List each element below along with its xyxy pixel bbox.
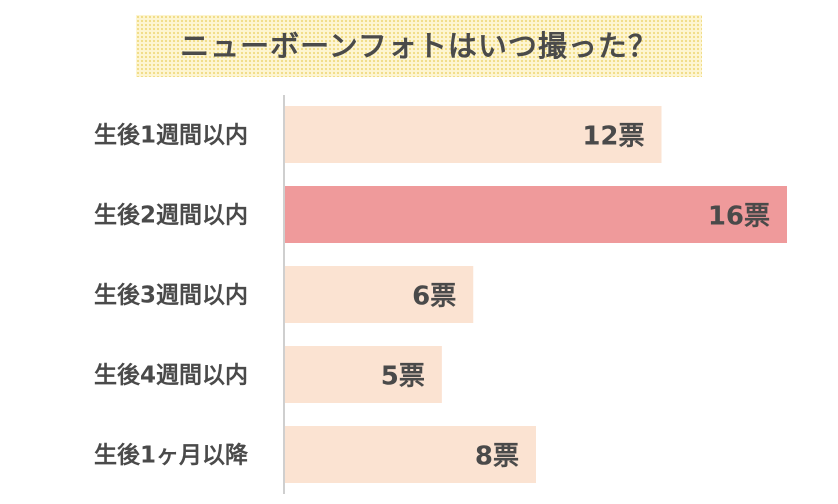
category-label-2: 生後2週間以内 — [94, 202, 248, 229]
value-label-3: 6票 — [412, 282, 456, 312]
category-label-4: 生後4週間以内 — [94, 362, 248, 389]
value-label-4: 5票 — [381, 362, 425, 392]
value-label-1: 12票 — [582, 122, 644, 152]
bar-1 — [285, 106, 662, 163]
category-label-5: 生後1ヶ月以降 — [94, 442, 249, 469]
bar-2 — [285, 186, 787, 243]
value-label-2: 16票 — [708, 202, 770, 232]
bar-5 — [285, 426, 536, 483]
category-label-3: 生後3週間以内 — [94, 282, 248, 309]
title-background — [136, 15, 702, 77]
value-label-5: 8票 — [475, 442, 519, 472]
bar-3 — [285, 266, 474, 323]
bar-4 — [285, 346, 442, 403]
category-label-1: 生後1週間以内 — [94, 122, 248, 149]
chart-title: ニューボーンフォトはいつ撮った？ — [180, 29, 658, 63]
